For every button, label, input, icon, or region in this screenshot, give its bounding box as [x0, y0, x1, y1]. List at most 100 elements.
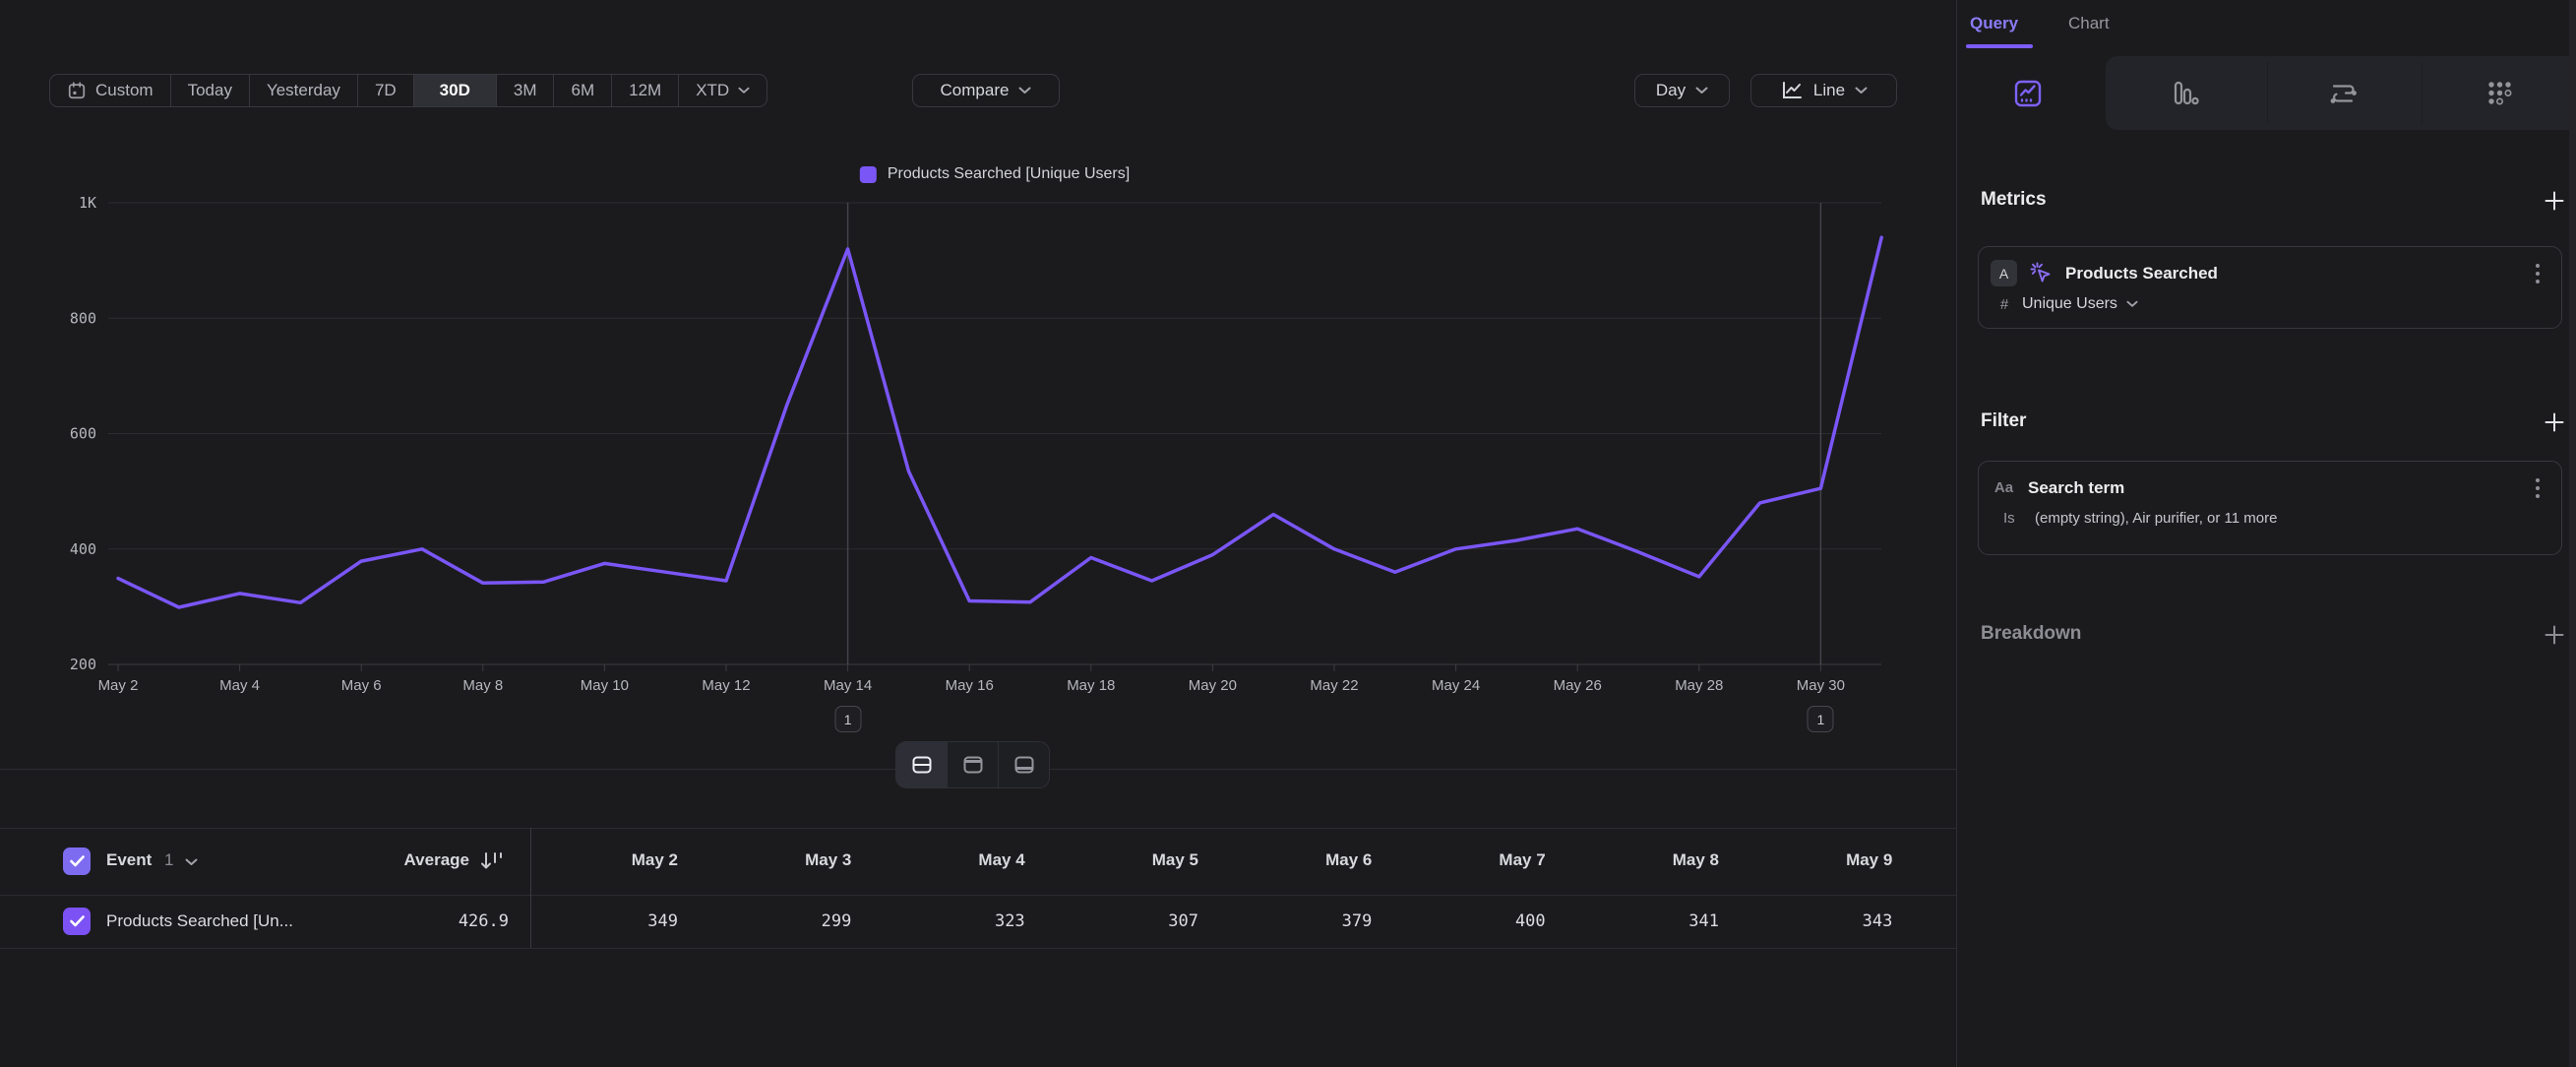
kebab-menu-icon[interactable] — [2528, 477, 2547, 498]
date-column-header[interactable]: May 7 — [1499, 850, 1546, 869]
event-label: Event — [106, 850, 153, 869]
average-column-header[interactable]: Average — [403, 850, 469, 869]
range-label: 3M — [513, 81, 537, 99]
sort-descending-icon[interactable] — [479, 850, 505, 872]
chevron-down-icon — [1695, 87, 1708, 94]
view-split-button[interactable] — [896, 742, 947, 787]
add-filter-button[interactable] — [2542, 409, 2567, 435]
annotation-badge[interactable]: 1 — [834, 706, 862, 732]
cell-value: 307 — [1168, 911, 1198, 931]
range-button-7d[interactable]: 7D — [356, 75, 413, 106]
metric-card-header: A Products Searched — [1979, 247, 2561, 291]
panel-scrollbar[interactable] — [2569, 0, 2576, 1067]
compare-button[interactable]: Compare — [912, 74, 1060, 107]
filter-values[interactable]: (empty string), Air purifier, or 11 more — [2035, 510, 2278, 527]
table-top-border — [0, 828, 1956, 829]
add-metric-button[interactable] — [2542, 188, 2567, 214]
range-button-xtd[interactable]: XTD — [678, 75, 767, 106]
legend-label: Products Searched [Unique Users] — [887, 165, 1131, 182]
line-chart-icon — [1782, 82, 1802, 98]
report-tab-flows[interactable] — [2326, 56, 2360, 130]
range-button-today[interactable]: Today — [169, 75, 249, 106]
date-column-header[interactable]: May 2 — [631, 850, 678, 869]
chevron-down-icon[interactable] — [185, 858, 198, 866]
annotation-badge[interactable]: 1 — [1807, 706, 1834, 732]
range-button-yesterday[interactable]: Yesterday — [248, 75, 357, 106]
range-button-3m[interactable]: 3M — [495, 75, 554, 106]
tab-query[interactable]: Query — [1970, 14, 2019, 32]
filter-operator[interactable]: Is — [2003, 510, 2015, 527]
report-main-area: Custom Today Yesterday 7D 30D 3M 6M 12M XTD Comp… — [0, 0, 1956, 949]
range-label: Yesterday — [266, 81, 340, 99]
date-column-header[interactable]: May 8 — [1672, 850, 1719, 869]
aggregation-selector[interactable]: Unique Users — [2022, 295, 2138, 313]
funnels-icon — [2174, 81, 2199, 104]
x-axis-label: May 10 — [581, 677, 629, 694]
date-column-header[interactable]: May 3 — [805, 850, 852, 869]
count-prefix: # — [1999, 295, 2009, 313]
flows-icon — [2330, 84, 2357, 103]
bottom-panel-view-icon — [1014, 756, 1033, 774]
chevron-down-icon — [2126, 300, 2138, 307]
data-series-line[interactable] — [116, 235, 1883, 609]
date-column-header[interactable]: May 5 — [1151, 850, 1198, 869]
add-breakdown-button[interactable] — [2542, 622, 2567, 648]
filter-property-name[interactable]: Search term — [2028, 477, 2125, 497]
x-axis-label: May 2 — [98, 677, 139, 694]
view-table-only-button[interactable] — [998, 742, 1049, 787]
event-column-header[interactable]: Event 1 — [106, 850, 174, 870]
tab-divider — [2422, 62, 2423, 124]
active-tab-underline — [1966, 44, 2033, 48]
range-button-custom[interactable]: Custom — [50, 75, 170, 106]
chart-type-button[interactable]: Line — [1750, 74, 1897, 107]
range-button-6m[interactable]: 6M — [553, 75, 611, 106]
range-button-12m[interactable]: 12M — [611, 75, 678, 106]
filter-card[interactable]: Aa Search term Is (empty string), Air pu… — [1978, 461, 2562, 555]
report-tab-insights[interactable] — [2011, 56, 2045, 130]
report-tab-retention[interactable] — [2483, 56, 2516, 130]
date-column-header[interactable]: May 6 — [1325, 850, 1373, 869]
breakdown-heading: Breakdown — [1981, 623, 2082, 644]
y-axis-label: 600 — [70, 425, 96, 443]
range-label: 7D — [374, 81, 397, 99]
x-axis-label: May 16 — [946, 677, 994, 694]
table-bottom-border — [0, 948, 1956, 949]
x-axis-label: May 18 — [1067, 677, 1115, 694]
select-all-checkbox[interactable] — [63, 847, 91, 875]
chevron-down-icon — [1018, 87, 1031, 94]
metric-aggregation-row: # Unique Users — [1979, 291, 2561, 327]
split-view-icon — [912, 756, 931, 774]
table-column-divider — [530, 828, 531, 948]
check-icon — [69, 855, 85, 867]
date-column-header[interactable]: May 4 — [978, 850, 1025, 869]
range-button-30d[interactable]: 30D — [412, 75, 496, 106]
legend-swatch — [859, 165, 877, 183]
filter-card-header: Aa Search term — [1979, 462, 2561, 506]
row-event-name[interactable]: Products Searched [Un... — [106, 911, 293, 930]
range-label: Today — [187, 81, 232, 99]
range-label: Custom — [95, 81, 153, 99]
table-header-border — [0, 895, 1956, 896]
layout-view-toggle — [895, 741, 1050, 788]
tab-chart[interactable]: Chart — [2068, 14, 2110, 32]
metric-card[interactable]: A Products Searched # Unique Users — [1978, 246, 2562, 329]
row-checkbox[interactable] — [63, 908, 91, 935]
x-axis-label: May 4 — [219, 677, 260, 694]
cell-value: 341 — [1688, 911, 1719, 931]
granularity-button[interactable]: Day — [1634, 74, 1730, 107]
check-icon — [69, 915, 85, 927]
view-chart-only-button[interactable] — [947, 742, 998, 787]
metric-event-name[interactable]: Products Searched — [2065, 263, 2218, 282]
date-column-header[interactable]: May 9 — [1846, 850, 1893, 869]
chart-legend[interactable]: Products Searched [Unique Users] — [859, 165, 1131, 183]
kebab-menu-icon[interactable] — [2528, 263, 2547, 283]
event-click-icon — [2030, 262, 2051, 282]
calendar-icon — [68, 82, 86, 99]
report-tab-funnels[interactable] — [2168, 56, 2201, 130]
granularity-label: Day — [1655, 81, 1687, 99]
x-axis-label: May 14 — [824, 677, 872, 694]
y-axis-label: 800 — [70, 309, 96, 327]
cell-value: 323 — [994, 911, 1025, 931]
panel-divider — [1956, 0, 1957, 1067]
